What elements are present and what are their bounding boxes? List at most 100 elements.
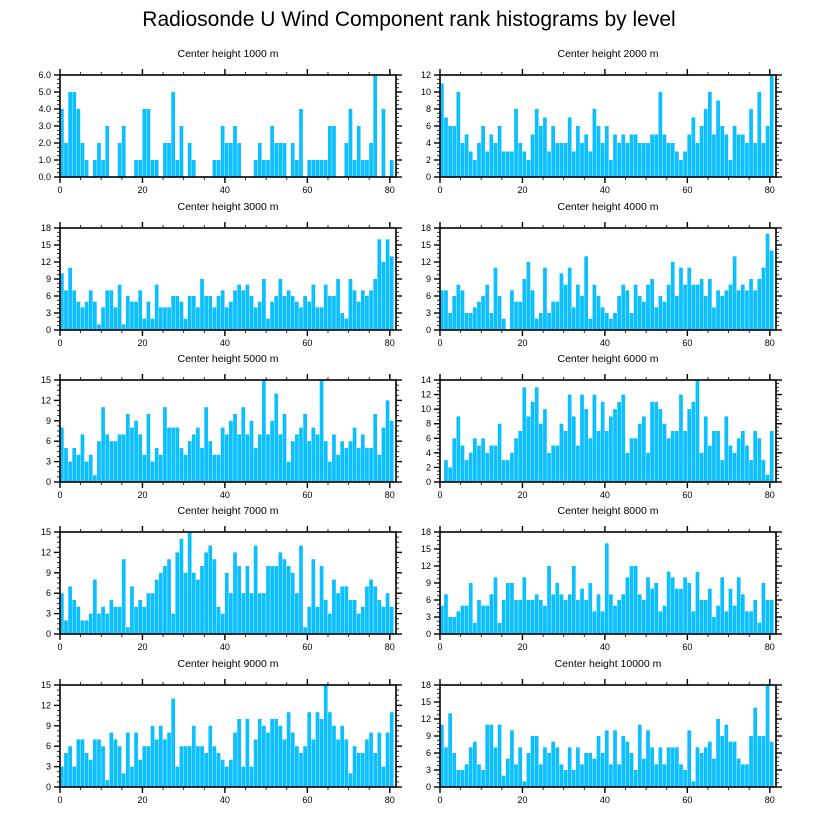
histogram-bar: [716, 100, 720, 177]
histogram-bar: [538, 600, 543, 634]
histogram-bar: [514, 438, 518, 482]
histogram-bar: [456, 611, 461, 634]
histogram-bar: [154, 739, 159, 787]
histogram-bar: [179, 301, 184, 330]
histogram-bar: [724, 416, 729, 482]
panel-10: Center height 10000 m 0 20 40 60 80 0 3 6 9 12 15 18: [421, 658, 782, 805]
histogram-bar: [146, 746, 151, 787]
histogram-bar: [497, 423, 502, 482]
histogram-bar: [695, 284, 700, 330]
x-tick-label: 80: [385, 338, 395, 348]
histogram-bar: [757, 438, 762, 482]
histogram-bar: [650, 401, 654, 482]
histogram-bar: [282, 414, 287, 482]
histogram-bar: [356, 753, 361, 787]
histogram-bar: [88, 290, 93, 330]
x-tick-label: 40: [220, 642, 230, 652]
histogram-bar: [724, 290, 729, 330]
histogram-bar: [196, 579, 200, 634]
y-tick-label: 3.0: [38, 121, 51, 131]
histogram-bar: [757, 92, 762, 177]
histogram-bar: [117, 284, 122, 330]
histogram-bar: [204, 296, 209, 330]
x-tick-label: 40: [600, 795, 610, 805]
histogram-bar: [716, 290, 720, 330]
histogram-bar: [315, 160, 320, 177]
histogram-bar: [171, 296, 176, 330]
histogram-bar: [307, 606, 312, 634]
histogram-bar: [315, 606, 320, 634]
histogram-bar: [60, 427, 64, 482]
histogram-bar: [621, 594, 626, 634]
histogram-bar: [724, 134, 729, 177]
histogram-bar: [654, 401, 659, 482]
histogram-bar: [538, 423, 543, 482]
panel-4: Center height 4000 m 0 20 40 60 80 0 3 6 9 12 15 18: [421, 201, 782, 348]
histogram-bar: [749, 611, 753, 634]
y-tick-label: 12: [421, 390, 431, 400]
histogram-bar: [253, 739, 258, 787]
histogram-bar: [307, 160, 312, 177]
histogram-bar: [712, 134, 716, 177]
histogram-bar: [262, 279, 266, 330]
histogram-bar: [452, 126, 457, 177]
histogram-bar: [707, 279, 712, 330]
histogram-bar: [229, 301, 233, 330]
histogram-bar: [576, 747, 580, 787]
x-tick-label: 20: [517, 185, 527, 195]
panel-title: Center height 6000 m: [558, 353, 659, 365]
histogram-bar: [262, 160, 266, 177]
histogram-bar: [171, 92, 176, 177]
histogram-bar: [88, 759, 93, 787]
histogram-bar: [736, 290, 741, 330]
histogram-bar: [344, 739, 349, 787]
histogram-bar: [282, 559, 287, 634]
histogram-bar: [150, 160, 155, 177]
x-tick-label: 0: [437, 490, 442, 500]
histogram-bar: [266, 434, 270, 482]
histogram-bar: [216, 296, 221, 330]
panel-3: Center height 3000 m 0 20 40 60 80 0 3 6 9 12 15 18: [41, 201, 402, 348]
x-tick-label: 80: [385, 490, 395, 500]
histogram-bar: [472, 307, 477, 330]
histogram-bar: [76, 454, 81, 482]
panel-title: Center height 5000 m: [178, 353, 279, 365]
histogram-bar: [241, 407, 246, 482]
histogram-bar: [224, 766, 229, 787]
histogram-bar: [584, 409, 589, 482]
histogram-bar: [352, 290, 357, 330]
histogram-bar: [233, 732, 237, 787]
histogram-bar: [299, 109, 303, 177]
y-tick-label: 9: [426, 578, 431, 588]
histogram-bar: [340, 313, 345, 330]
histogram-bar: [105, 780, 110, 787]
histogram-bar: [468, 313, 473, 330]
y-tick-label: 9: [46, 416, 51, 426]
histogram-bar: [253, 307, 258, 330]
histogram-bar: [134, 606, 138, 634]
histogram-bar: [658, 611, 663, 634]
histogram-bar: [237, 143, 241, 177]
histogram-bar: [543, 605, 547, 634]
histogram-bar: [196, 427, 200, 482]
histogram-bar: [609, 160, 613, 177]
histogram-bar: [703, 600, 708, 634]
histogram-bar: [588, 753, 593, 787]
histogram-bar: [109, 290, 114, 330]
histogram-bar: [646, 730, 650, 787]
histogram-bar: [121, 434, 126, 482]
histogram-bar: [88, 613, 93, 634]
histogram-bar: [270, 301, 274, 330]
histogram-bar: [154, 160, 159, 177]
histogram-bar: [80, 434, 85, 482]
histogram-bar: [691, 611, 696, 634]
histogram-bar: [658, 409, 663, 482]
panel-title: Center height 1000 m: [178, 48, 279, 60]
histogram-bar: [183, 318, 188, 330]
histogram-bar: [753, 431, 758, 482]
histogram-bar: [84, 753, 89, 787]
y-tick-label: 2: [426, 155, 431, 165]
histogram-bar: [212, 307, 217, 330]
y-tick-label: 8: [426, 104, 431, 114]
histogram-bar: [163, 566, 167, 634]
